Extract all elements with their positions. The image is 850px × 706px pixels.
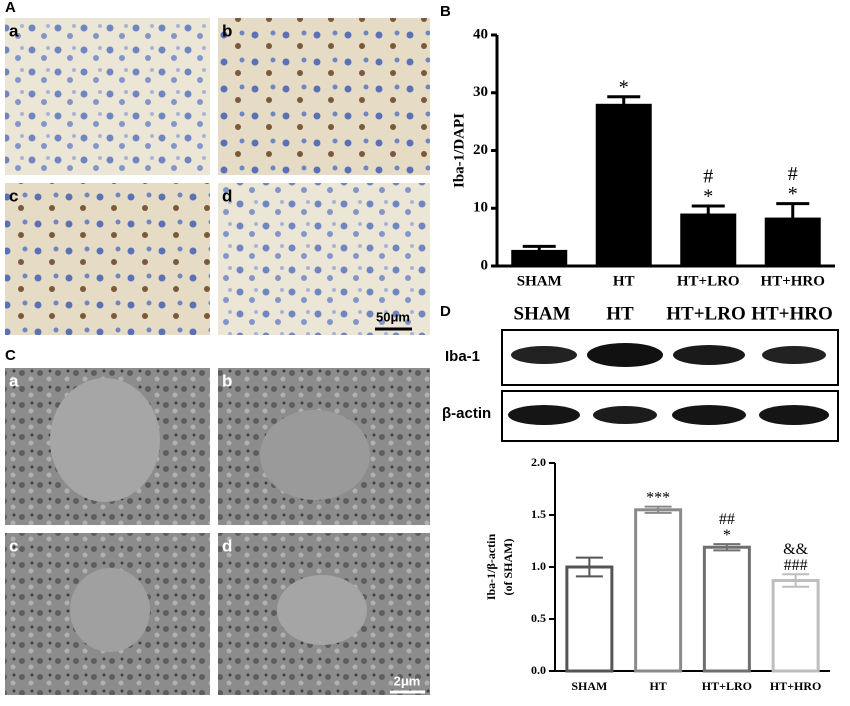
band	[511, 346, 577, 364]
micrographs: A a b c d 50μm C a b c d 2μm	[5, 0, 430, 695]
y-tick-label: 0.0	[531, 663, 546, 677]
image	[218, 183, 430, 335]
image-label: b	[222, 371, 232, 390]
y-tick-label: 2.0	[531, 455, 546, 469]
image	[5, 18, 210, 175]
x-tick-label: HT	[613, 273, 635, 289]
nucleus	[260, 410, 370, 500]
x-tick-label: HT+LRO	[702, 679, 752, 693]
bar	[634, 508, 683, 673]
lane-label: HT+HRO	[751, 303, 833, 324]
western-blot: D SHAM HT HT+LRO HT+HRO Iba-1 β-actin	[440, 303, 839, 442]
image-label: a	[9, 371, 19, 390]
image-label: c	[9, 186, 18, 205]
x-tick-label: HT	[649, 679, 666, 693]
image	[5, 183, 210, 335]
panel-label: B	[440, 3, 451, 20]
band	[508, 405, 580, 425]
significance-label: #	[703, 166, 713, 188]
significance-label: ###	[784, 557, 808, 574]
image-label: a	[9, 21, 19, 40]
y-axis-label: Iba-1/DAPI	[451, 113, 467, 188]
significance-label: ##	[719, 511, 735, 528]
y-tick-label: 1.5	[531, 507, 546, 521]
image-label: c	[9, 536, 18, 555]
x-tick-label: SHAM	[571, 679, 607, 693]
lane-label: HT+LRO	[666, 303, 745, 324]
y-tick-label: 10	[473, 200, 488, 216]
panel-label: C	[5, 347, 16, 364]
row-label: Iba-1	[445, 348, 480, 365]
scale-bar-label: 2μm	[394, 673, 421, 688]
panel-label: A	[5, 0, 16, 16]
lane-label: HT	[606, 303, 634, 324]
band	[593, 406, 657, 424]
nucleus	[277, 575, 367, 645]
image-label: d	[222, 186, 232, 205]
row-label: β-actin	[442, 405, 491, 422]
y-tick-label: 20	[473, 142, 488, 158]
band	[673, 345, 745, 365]
image	[218, 18, 430, 175]
y-tick-label: 40	[473, 26, 488, 42]
y-axis-label: Iba-1/β-actin	[484, 534, 498, 601]
band	[762, 346, 826, 364]
x-tick-label: HT+HRO	[770, 679, 822, 693]
panel-label: D	[440, 303, 451, 320]
y-tick-label: 0	[481, 257, 489, 273]
significance-label: #	[788, 163, 798, 185]
band	[672, 405, 746, 425]
image-label: d	[222, 536, 232, 555]
x-tick-label: HT+HRO	[761, 273, 825, 289]
scale-bar-label: 50μm	[376, 309, 410, 324]
bar	[771, 579, 820, 673]
x-tick-label: SHAM	[517, 273, 562, 289]
y-axis-label: (of SHAM)	[501, 539, 515, 596]
y-tick-label: 0.5	[531, 611, 546, 625]
band	[587, 343, 663, 367]
nucleus	[70, 568, 150, 652]
band	[759, 405, 829, 425]
lane-label: SHAM	[514, 303, 571, 324]
bar	[702, 545, 751, 673]
y-tick-label: 1.0	[531, 559, 546, 573]
significance-label: *	[788, 183, 798, 205]
significance-label: *	[619, 76, 629, 98]
significance-label: *	[703, 186, 713, 208]
bar	[565, 565, 614, 673]
nucleus	[50, 378, 160, 502]
significance-label: ***	[646, 489, 670, 506]
significance-label: *	[723, 527, 731, 544]
significance-label: &&	[783, 541, 808, 558]
x-tick-label: HT+LRO	[677, 273, 740, 289]
image-label: b	[222, 21, 232, 40]
bar	[595, 103, 652, 267]
y-tick-label: 30	[473, 84, 488, 100]
